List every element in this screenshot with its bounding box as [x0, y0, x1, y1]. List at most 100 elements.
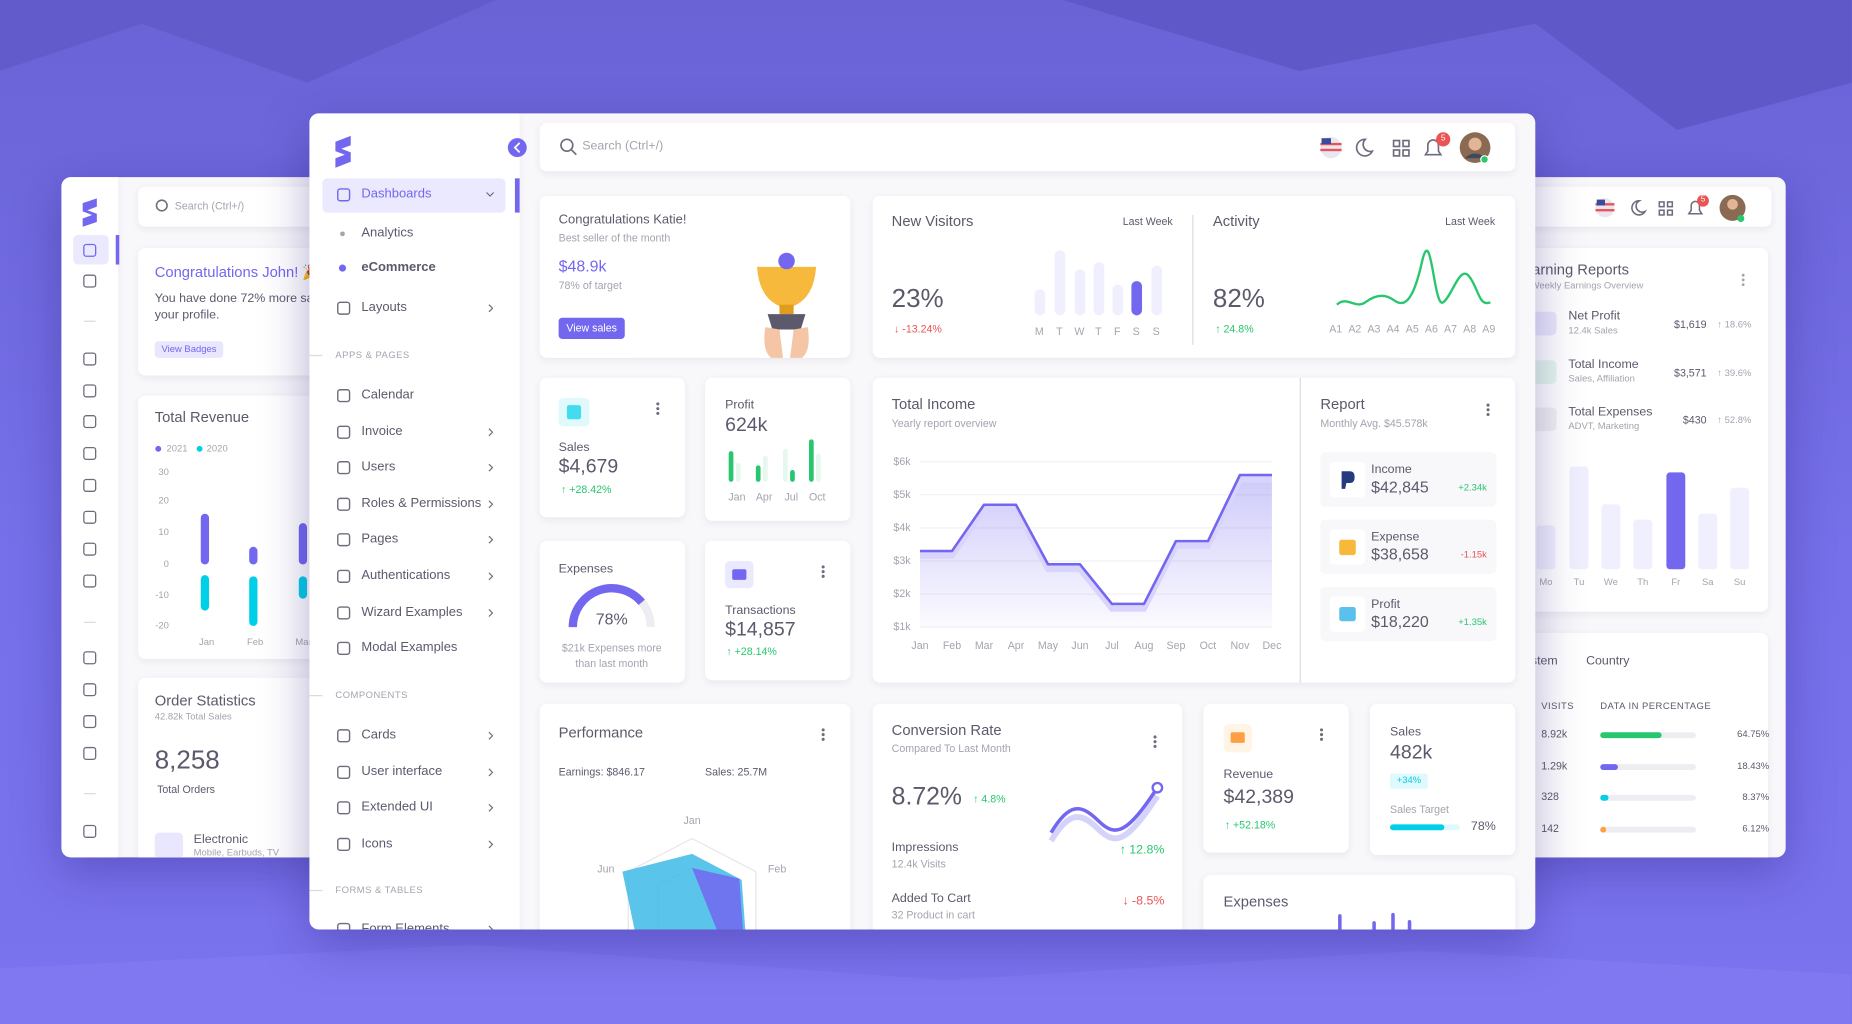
rows-change: ↑ 52.8% [1717, 414, 1752, 426]
earnings-days: Su [1733, 576, 1746, 588]
group [1320, 452, 1497, 642]
sales-value: $4,679 [558, 455, 619, 478]
rows-value: $3,571 [1674, 366, 1707, 379]
performance-axes: Jan [683, 814, 701, 827]
rows-sub: 32 Product in cart [891, 908, 975, 921]
menu-icon [337, 497, 351, 511]
menu-analytics[interactable]: Analytics [361, 226, 414, 241]
items-label: Income [1371, 462, 1412, 477]
menu-wizard[interactable]: Wizard Examples [361, 605, 463, 620]
rows-change: ↑ 39.6% [1717, 367, 1752, 379]
decoration [1658, 209, 1665, 216]
rows-name: Net Profit [1568, 309, 1621, 324]
yticks-label: $2k [893, 587, 911, 600]
menu-extended[interactable]: Extended UI [361, 800, 433, 815]
chart-data-categories: Mar [974, 639, 994, 652]
main-search[interactable]: Search (Ctrl+/) [582, 139, 664, 154]
items-value: $38,658 [1371, 545, 1429, 564]
menu-icon [337, 389, 351, 403]
congrats-button[interactable]: View sales [566, 321, 617, 334]
transactions-value: $14,857 [725, 618, 796, 641]
expenses-note: than last month [575, 657, 649, 670]
decoration [1596, 199, 1605, 206]
revenue-title: Total Revenue [154, 409, 250, 426]
menu-roles[interactable]: Roles & Permissions [361, 496, 482, 511]
decoration [200, 575, 210, 611]
items-label: Expense [1371, 529, 1420, 545]
sales-label: Sales [558, 440, 590, 455]
menu-layouts[interactable]: Layouts [361, 300, 407, 315]
earnings-days: Tu [1573, 576, 1585, 588]
menu-ui[interactable]: User interface [361, 764, 443, 779]
expenses-percent: 78% [595, 610, 628, 629]
chart-data-categories: Dec [1262, 639, 1282, 652]
profit-months: Jul [784, 490, 799, 503]
report-subtitle: Monthly Avg. $45.578k [1320, 417, 1428, 430]
decoration [1230, 732, 1245, 743]
sales-target-target: 78% [1470, 819, 1496, 834]
decoration [1536, 525, 1556, 570]
decoration [154, 832, 184, 858]
menu-auth[interactable]: Authentications [361, 568, 451, 583]
menu-dashboards[interactable]: Dashboards [361, 187, 432, 202]
decoration [1666, 472, 1686, 570]
activity-value: 82% [1212, 283, 1265, 313]
decoration [1153, 735, 1157, 739]
revenue-yticks: 20 [158, 495, 169, 506]
menu-cards[interactable]: Cards [361, 727, 397, 743]
menu-forms-header: FORMS & TABLES [335, 884, 424, 896]
nav-icon [83, 384, 97, 398]
decoration [1407, 919, 1412, 930]
visitors-period: Last Week [1122, 215, 1173, 228]
decoration [1048, 794, 1160, 843]
yticks-label: $5k [893, 488, 911, 501]
decoration [1320, 148, 1342, 152]
chart-data-categories: Jun [1071, 639, 1089, 652]
decorations [1532, 194, 1750, 833]
table-rows: 8.37% [1742, 791, 1770, 803]
transactions-change: ↑ +28.14% [726, 645, 777, 658]
group [1741, 273, 1745, 287]
nav-icon [83, 651, 97, 665]
decoration [568, 584, 645, 628]
rows-label: Impressions [891, 840, 959, 855]
menu-pages[interactable]: Pages [361, 531, 399, 547]
menu-modal[interactable]: Modal Examples [361, 640, 458, 655]
menu-users[interactable]: Users [361, 459, 396, 475]
group [656, 402, 1490, 748]
menu-invoice[interactable]: Invoice [361, 424, 403, 439]
menu-ecommerce[interactable]: eCommerce [361, 260, 436, 275]
decoration [656, 411, 660, 415]
menu-icon [337, 837, 351, 852]
activity-labels: A7 [1443, 323, 1457, 335]
performance-title: Performance [558, 724, 644, 742]
congrats-button[interactable]: View Badges [161, 343, 217, 355]
decoration [1486, 408, 1490, 412]
sidebar [309, 113, 520, 930]
decoration [1741, 273, 1745, 277]
decoration [1402, 139, 1410, 148]
decoration [757, 266, 817, 309]
left-window-search[interactable]: Search (Ctrl+/) [174, 200, 245, 213]
decoration [1532, 311, 1557, 336]
rows-sub: 12.4k Sales [1568, 325, 1618, 336]
activity-labels: A6 [1424, 323, 1438, 335]
visitors-days: M [1034, 325, 1044, 338]
group [728, 439, 821, 482]
decoration [735, 462, 741, 482]
decoration [1320, 737, 1324, 741]
nav-icon [83, 715, 97, 729]
earnings-title: Earning Reports [1522, 261, 1629, 279]
conversion-change: ↑ 4.8% [973, 793, 1006, 805]
right-window: 5 Earning Reports Weekly Earnings Overview… [1358, 177, 1786, 858]
decoration [1687, 200, 1704, 215]
nav-icon [83, 824, 97, 838]
menu-form-elements[interactable]: Form Elements [361, 921, 450, 930]
nav-icon [83, 683, 97, 697]
decoration [73, 235, 109, 265]
items-value: $42,845 [1371, 478, 1429, 496]
menu-icons[interactable]: Icons [361, 836, 393, 851]
table-headers[interactable]: Country [1586, 653, 1630, 669]
menu-calendar[interactable]: Calendar [361, 387, 415, 403]
decoration [1600, 826, 1696, 833]
